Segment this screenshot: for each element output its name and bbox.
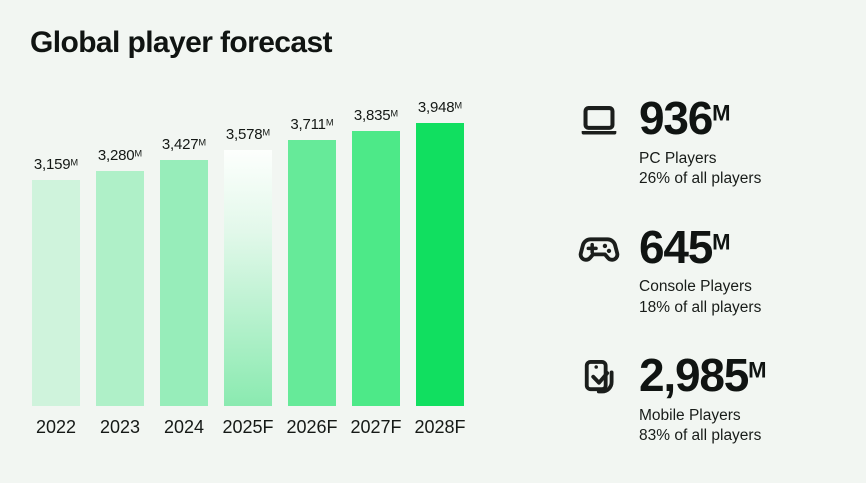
bar-value-label: 3,159M [33,156,79,173]
bar-2028f [416,123,464,406]
bar-group-2022: 3,159M 2022 [32,156,80,440]
axis-label-2028f: 2028F [414,417,466,437]
stat-label-pc: PC Players [639,149,717,167]
axis-label-2023: 2023 [99,417,141,437]
unit-suffix: M [70,157,79,168]
stat-block-mobile: 2,985M Mobile Players 83% of all players [578,349,767,447]
bar-group-2025f: 3,578M 2025F [222,126,274,440]
bar-value-label: 3,948M [417,99,463,116]
axis-label-2025f: 2025F [222,417,274,437]
page-title: Global player forecast [30,26,333,59]
bar-value-label: 3,427M [161,136,207,153]
bar-value-label: 3,835M [353,107,399,124]
bar-2025f [224,150,272,406]
stat-text-mobile: 2,985M Mobile Players 83% of all players [639,349,767,447]
bar-2026f [288,140,336,406]
axis-label-2027f: 2027F [350,417,402,437]
player-forecast-bar-chart: 3,159M 2022 3,280M 2023 3,427M 2024 3,57… [32,90,466,440]
stat-share-console: 18% of all players [639,298,762,316]
unit-suffix: M [712,228,731,254]
unit-suffix: M [454,100,463,111]
bar-group-2026f: 3,711M 2026F [286,116,338,440]
unit-suffix: M [262,127,271,138]
stat-text-console: 645M Console Players 18% of all players [639,220,762,319]
phone-hand-icon [578,357,620,399]
bar-value-label: 3,578M [225,126,271,143]
bar-2027f [352,131,400,406]
axis-label-2026f: 2026F [286,417,338,437]
bar-2024 [160,160,208,406]
stat-label-console: Console Players [639,278,752,296]
stat-number-mobile: 2,985M [639,349,767,402]
stat-block-console: 645M Console Players 18% of all players [578,220,766,319]
bar-value-label: 3,280M [97,147,143,164]
unit-suffix: M [712,100,731,126]
stat-share-mobile: 83% of all players [639,427,762,445]
laptop-icon [578,100,620,142]
bar-group-2023: 3,280M 2023 [96,147,144,440]
bar-group-2028f: 3,948M 2028F [414,99,466,440]
stat-text-pc: 936M PC Players 26% of all players [639,92,762,190]
stat-label-mobile: Mobile Players [639,406,741,424]
bar-2023 [96,171,144,406]
stat-number-console: 645M [639,220,731,273]
bar-group-2027f: 3,835M 2027F [350,107,402,440]
axis-label-2024: 2024 [163,417,205,437]
unit-suffix: M [198,137,207,148]
bar-value-label: 3,711M [290,116,334,133]
bar-2022 [32,180,80,406]
platform-stats-panel: 936M PC Players 26% of all players 645M … [578,92,767,483]
axis-label-2022: 2022 [35,417,77,437]
stat-block-pc: 936M PC Players 26% of all players [578,92,766,190]
bar-group-2024: 3,427M 2024 [160,136,208,440]
unit-suffix: M [748,357,767,383]
unit-suffix: M [134,148,143,159]
gamepad-icon [578,229,620,271]
stat-number-pc: 936M [639,92,731,144]
stat-share-pc: 26% of all players [639,170,762,188]
unit-suffix: M [390,108,399,119]
unit-suffix: M [325,117,334,128]
